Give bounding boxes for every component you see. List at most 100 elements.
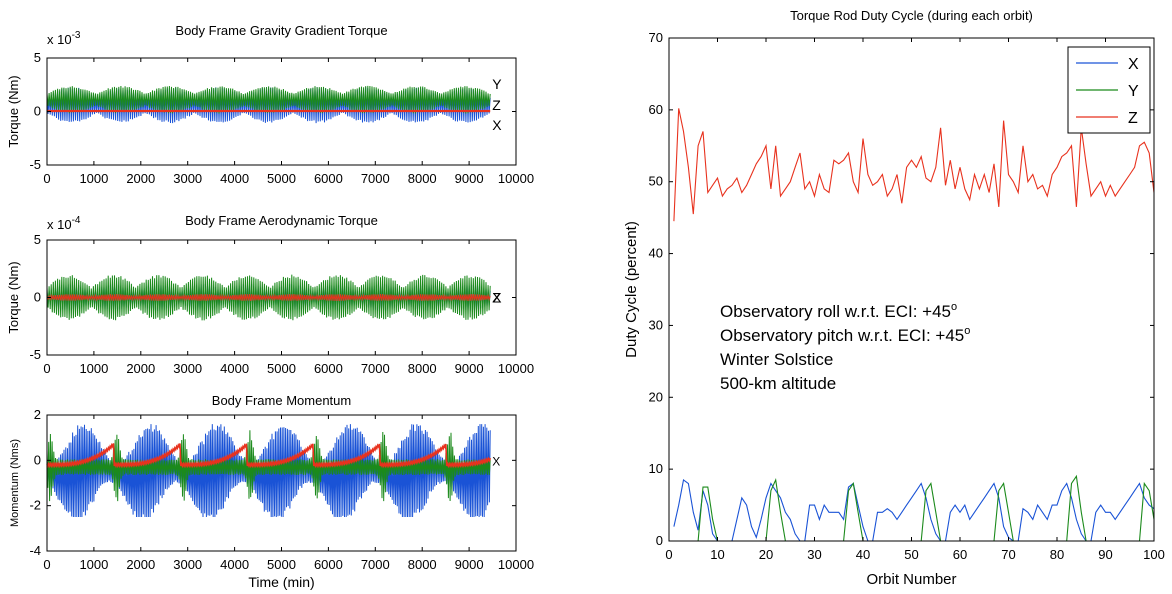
x-tick-label: 80: [1050, 547, 1064, 562]
x-tick-label: 8000: [408, 557, 437, 572]
chart-title: Body Frame Momentum: [212, 393, 351, 408]
series-line: [46, 424, 491, 518]
annotation-text: Observatory pitch w.r.t. ECI: +45: [720, 326, 964, 345]
annotation-superscript: o: [951, 301, 957, 313]
series-line: [673, 108, 1155, 222]
x-axis-label: Orbit Number: [866, 571, 956, 588]
end-label: X: [492, 117, 502, 133]
x-tick-label: 2000: [126, 361, 155, 376]
y-tick-label: 5: [34, 232, 41, 247]
end-label: X: [492, 290, 502, 306]
series-z: [673, 108, 1155, 222]
y-tick-label: 70: [649, 30, 663, 45]
y-tick-label: 20: [649, 389, 663, 404]
x-tick-label: 9000: [455, 557, 484, 572]
x-tick-label: 20: [759, 547, 773, 562]
end-label: X: [492, 454, 500, 468]
y-tick-label: -5: [29, 157, 41, 172]
x-axis-label: Time (min): [248, 574, 314, 590]
series-line: [46, 442, 491, 469]
x-tick-label: 10000: [498, 557, 534, 572]
end-label: Z: [492, 290, 501, 306]
annotation-text: Winter Solstice: [720, 350, 833, 369]
y-tick-label: 30: [649, 317, 663, 332]
series-line: [46, 274, 491, 321]
x-tick-label: 4000: [220, 171, 249, 186]
x-tick-label: 0: [665, 547, 672, 562]
y-tick-label: 10: [649, 461, 663, 476]
x-tick-label: 8000: [408, 361, 437, 376]
y-tick-label: -4: [29, 543, 41, 558]
x-tick-label: 4000: [220, 557, 249, 572]
series-x: [673, 478, 1155, 542]
y-tick-label: 0: [34, 104, 41, 119]
subplot-duty-cycle: 0 10 20 30 40 50 60 70 80 90 100 0 10 20 30 40 50 60 70 XYZ…: [623, 8, 1165, 588]
y-axis-label: Momentum (Nms): [9, 439, 21, 527]
series-line: [46, 85, 491, 114]
annotation-text: 500-km altitude: [720, 374, 836, 393]
y-tick-label: 50: [649, 174, 663, 189]
y-tick-label: 0: [34, 452, 41, 467]
y-axis-label: Duty Cycle (percent): [623, 221, 640, 358]
x-tick-label: 10000: [498, 361, 534, 376]
chart-title: Torque Rod Duty Cycle (during each orbit…: [790, 8, 1033, 23]
y-tick-label: 60: [649, 102, 663, 117]
x-tick-label: 1000: [79, 361, 108, 376]
subplot-2: 0 1000 2000 3000 4000 5000 6000 7000 8000 9000 100…: [6, 213, 534, 376]
series-y: [46, 85, 491, 114]
x-tick-label: 9000: [455, 361, 484, 376]
subplot-1: 0 1000 2000 3000 4000 5000 6000 7000 8000 9000 100…: [6, 23, 534, 186]
series-line: [46, 293, 491, 302]
series-y: [46, 274, 491, 321]
annotation: Observatory pitch w.r.t. ECI: +45o: [720, 325, 970, 345]
y-axis-label: Torque (Nm): [6, 261, 21, 333]
series-x: [46, 424, 491, 518]
x-tick-label: 50: [904, 547, 918, 562]
x-tick-label: 2000: [126, 171, 155, 186]
subplot-3: 0 1000 2000 3000 4000 5000 6000 7000 8000 9000 100…: [9, 393, 534, 590]
x-tick-label: 7000: [361, 557, 390, 572]
annotation: Winter Solstice: [720, 350, 833, 369]
x-tick-label: 3000: [173, 361, 202, 376]
annotation: Observatory roll w.r.t. ECI: +45o: [720, 301, 957, 321]
x-tick-label: 6000: [314, 171, 343, 186]
y-tick-label: 5: [34, 50, 41, 65]
x-tick-label: 9000: [455, 171, 484, 186]
annotation-superscript: o: [964, 325, 970, 337]
x-tick-label: 5000: [267, 557, 296, 572]
series-line: [673, 478, 1155, 542]
end-label: Z: [492, 97, 501, 113]
x-tick-label: 1000: [79, 557, 108, 572]
exponent-power: -3: [72, 30, 81, 41]
series-line: [46, 430, 491, 502]
x-tick-label: 8000: [408, 171, 437, 186]
y-tick-label: 0: [34, 290, 41, 305]
x-tick-label: 60: [953, 547, 967, 562]
x-tick-label: 90: [1098, 547, 1112, 562]
y-tick-label: 0: [656, 533, 663, 548]
x-tick-label: 3000: [173, 171, 202, 186]
y-tick-label: 40: [649, 246, 663, 261]
annotation-text: Observatory roll w.r.t. ECI: +45: [720, 302, 951, 321]
y-tick-label: 2: [34, 407, 41, 422]
legend-label: Z: [1128, 110, 1138, 127]
x-tick-label: 0: [43, 361, 50, 376]
exponent-power: -4: [72, 215, 81, 226]
x-tick-label: 70: [1001, 547, 1015, 562]
y-axis-label: Torque (Nm): [6, 75, 21, 147]
x-tick-label: 7000: [361, 361, 390, 376]
x-tick-label: 7000: [361, 171, 390, 186]
x-tick-label: 2000: [126, 557, 155, 572]
legend-label: Y: [1128, 83, 1139, 100]
x-tick-label: 5000: [267, 361, 296, 376]
y-tick-label: -5: [29, 347, 41, 362]
x-tick-label: 10: [710, 547, 724, 562]
x-tick-label: 0: [43, 171, 50, 186]
x-tick-label: 0: [43, 557, 50, 572]
series-y: [46, 430, 491, 502]
series-z: [46, 293, 491, 302]
x-tick-label: 10000: [498, 171, 534, 186]
legend: XYZ: [1067, 46, 1151, 134]
exponent-base: x 10: [47, 217, 72, 232]
